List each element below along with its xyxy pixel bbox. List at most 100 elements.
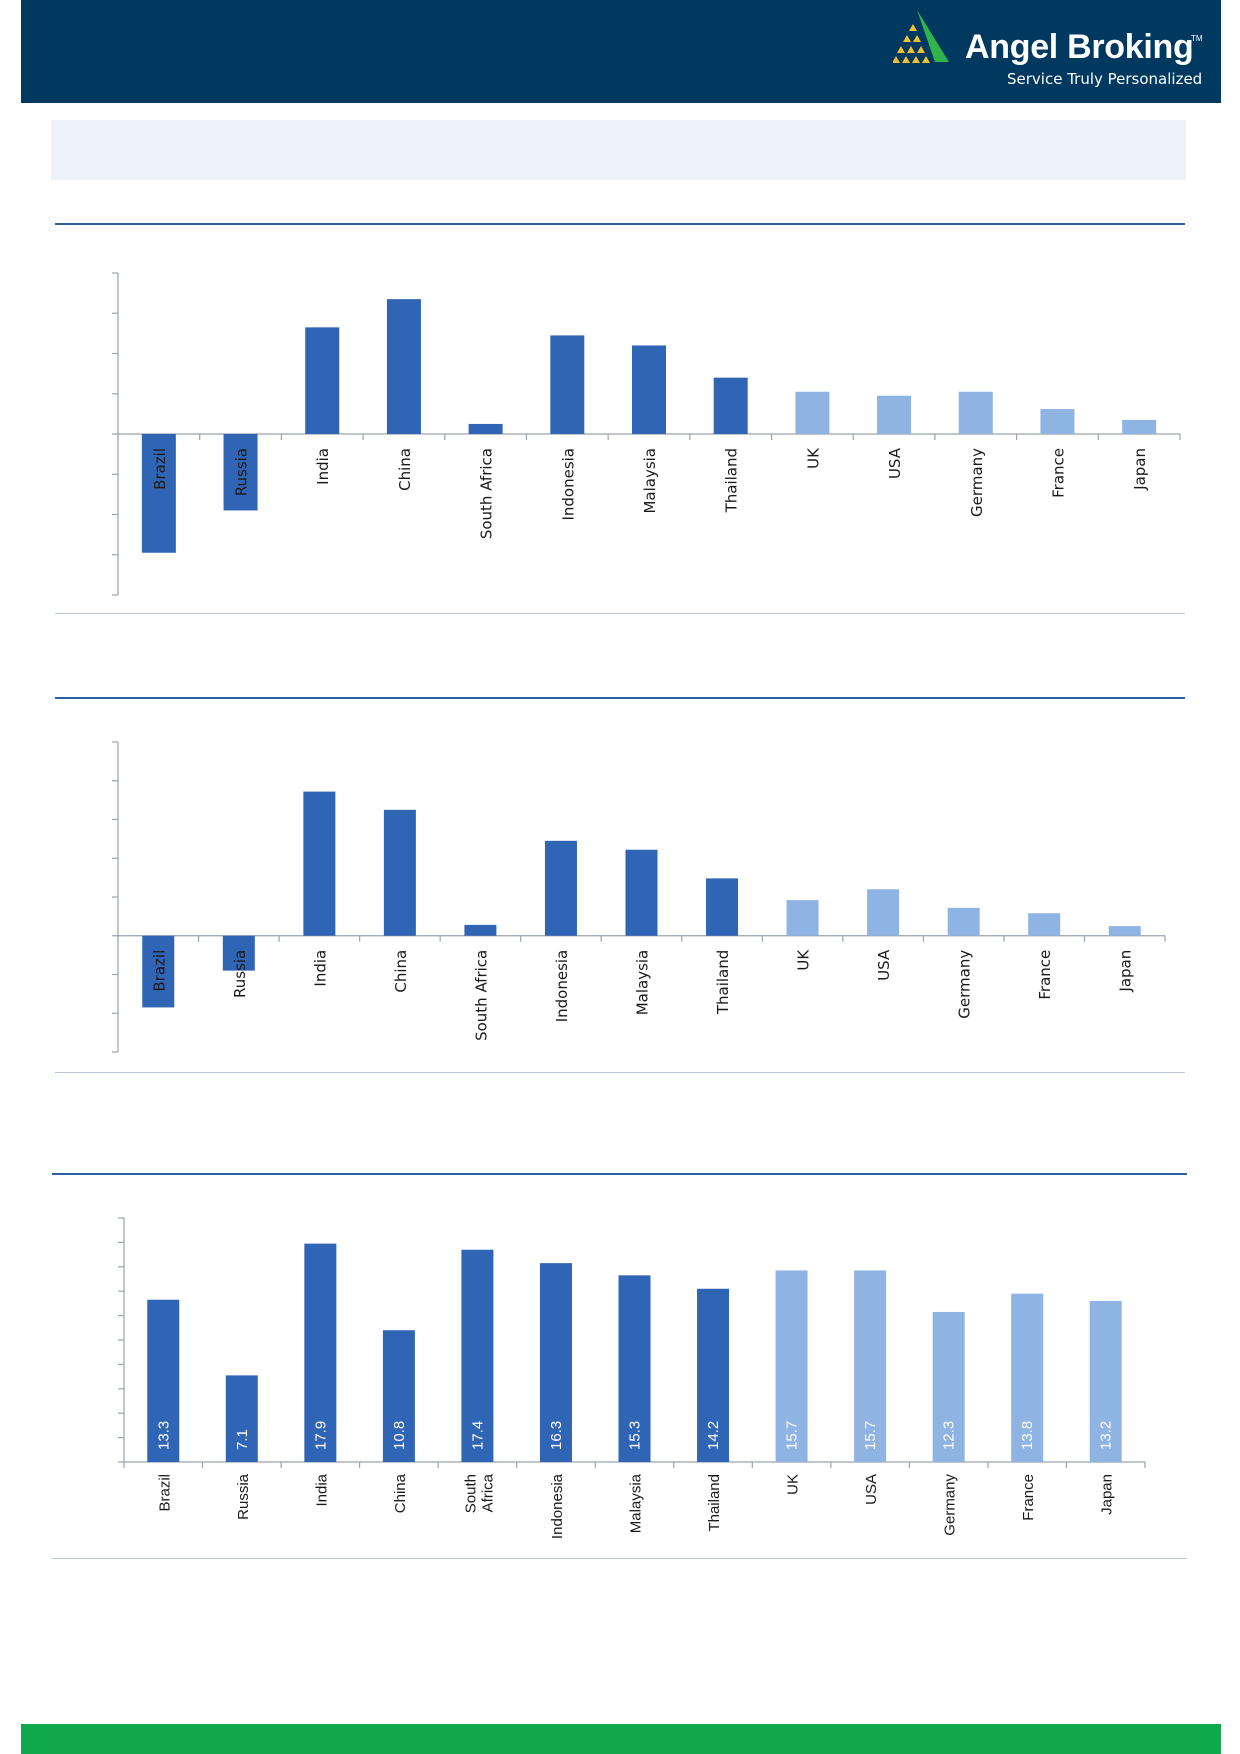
bar-south-africa bbox=[468, 423, 503, 434]
bar-france bbox=[1011, 1293, 1044, 1462]
chart1-top-rule bbox=[55, 223, 1185, 225]
x-tick-label: UK bbox=[795, 949, 813, 971]
x-tick-label: UK bbox=[804, 447, 822, 469]
chart3-bottom-rule bbox=[52, 1558, 1187, 1559]
bar-malaysia bbox=[618, 1275, 651, 1462]
data-label: 12.3 bbox=[941, 1421, 958, 1450]
bar-china bbox=[386, 299, 421, 434]
x-tick-label: UK bbox=[785, 1474, 802, 1495]
brand-tagline: Service Truly Personalized bbox=[1007, 70, 1203, 88]
data-label: 17.9 bbox=[312, 1421, 329, 1450]
x-tick-label: Indonesia bbox=[559, 448, 577, 521]
chart2-bottom-rule bbox=[55, 1072, 1185, 1073]
x-tick-label: Germany bbox=[942, 1474, 959, 1536]
bar-uk bbox=[775, 1270, 808, 1462]
x-tick-label: India bbox=[311, 950, 329, 987]
x-tick-label: Thailand bbox=[714, 950, 732, 1015]
pyramid-logo-icon bbox=[893, 10, 949, 63]
x-tick-label: Brazil bbox=[151, 448, 169, 490]
page-header: Angel Broking TM Service Truly Personali… bbox=[21, 0, 1221, 103]
chart-3: Brazil 13.3 Russia 7.1 India 17.9 China 10.8 Sou… bbox=[118, 1217, 1146, 1539]
trademark-mark: TM bbox=[1191, 34, 1203, 43]
bar-south-africa bbox=[464, 924, 497, 936]
bar-thailand bbox=[713, 377, 748, 434]
x-tick-label: France bbox=[1020, 1474, 1037, 1521]
x-tick-label: South Africa bbox=[472, 950, 490, 1041]
bar-india bbox=[305, 327, 340, 434]
x-tick-label: France bbox=[1049, 448, 1067, 498]
x-tick-label: Russia bbox=[233, 448, 251, 496]
bar-china bbox=[383, 809, 416, 936]
x-tick-label: India bbox=[313, 1473, 330, 1506]
x-tick-label: Malaysia bbox=[634, 950, 652, 1016]
x-tick-label: Brazil bbox=[156, 1474, 173, 1512]
bar-japan bbox=[1089, 1300, 1122, 1462]
x-tick-label: Thailand bbox=[723, 448, 741, 513]
bar-uk bbox=[795, 391, 830, 434]
data-label: 16.3 bbox=[548, 1421, 565, 1450]
x-tick-label: Indonesia bbox=[553, 950, 571, 1023]
x-tick-label: Japan bbox=[1099, 1474, 1116, 1515]
x-tick-label: USA bbox=[886, 447, 904, 479]
x-tick-label: China bbox=[392, 950, 410, 993]
bar-brazil bbox=[141, 434, 176, 553]
x-tick-label: Russia bbox=[231, 950, 249, 998]
brand-name: Angel Broking bbox=[965, 28, 1194, 66]
x-tick-label: Russia bbox=[235, 1473, 252, 1520]
data-label: 10.8 bbox=[391, 1421, 408, 1450]
bar-south-africa bbox=[461, 1249, 494, 1462]
x-tick-label: India bbox=[314, 448, 332, 485]
bar-indonesia bbox=[550, 335, 585, 434]
bar-indonesia bbox=[539, 1263, 572, 1462]
chart2-top-rule bbox=[55, 697, 1185, 699]
section-banner bbox=[51, 120, 1186, 180]
chart-1: Brazil Russia India China South Africa Indone… bbox=[112, 272, 1181, 596]
x-tick-label: South Africa bbox=[478, 448, 496, 539]
x-tick-label: China bbox=[396, 448, 414, 491]
bar-uk bbox=[786, 900, 819, 936]
bar-brazil bbox=[147, 1299, 180, 1462]
chart-2: Brazil Russia India China South Africa Indone… bbox=[112, 741, 1166, 1053]
bar-india bbox=[303, 791, 336, 936]
bar-france bbox=[1028, 913, 1061, 936]
bar-france bbox=[1040, 409, 1075, 434]
bar-germany bbox=[947, 907, 980, 936]
data-label: 13.2 bbox=[1098, 1421, 1115, 1450]
bar-japan bbox=[1108, 926, 1141, 936]
x-tick-label: France bbox=[1036, 950, 1054, 1000]
page-footer bbox=[21, 1724, 1221, 1754]
data-label: 14.2 bbox=[705, 1421, 722, 1450]
bar-malaysia bbox=[632, 345, 666, 434]
bar-indonesia bbox=[544, 840, 577, 936]
x-tick-label: USA bbox=[863, 1474, 880, 1505]
chart1-bottom-rule bbox=[55, 613, 1185, 614]
bar-india bbox=[304, 1243, 337, 1462]
x-tick-label: Japan bbox=[1117, 950, 1135, 993]
x-tick-label: Germany bbox=[956, 950, 974, 1019]
x-tick-label: Malaysia bbox=[641, 448, 659, 514]
x-tick-label: China bbox=[392, 1473, 409, 1513]
x-tick-label: Brazil bbox=[150, 950, 168, 992]
angel-broking-logo: Angel Broking TM Service Truly Personali… bbox=[873, 10, 1203, 90]
bar-brazil bbox=[142, 935, 175, 1008]
bar-germany bbox=[932, 1311, 965, 1462]
bar-japan bbox=[1122, 419, 1157, 434]
data-label: 15.7 bbox=[784, 1421, 801, 1450]
x-tick-label: USA bbox=[875, 949, 893, 981]
bar-germany bbox=[958, 391, 993, 434]
bar-usa bbox=[854, 1270, 887, 1462]
bar-russia bbox=[223, 434, 258, 511]
data-label: 13.8 bbox=[1019, 1421, 1036, 1450]
bar-russia bbox=[222, 935, 255, 971]
x-tick-label: Thailand bbox=[706, 1474, 723, 1532]
data-label: 17.4 bbox=[469, 1421, 486, 1450]
bar-thailand bbox=[706, 878, 739, 936]
data-label: 15.3 bbox=[627, 1421, 644, 1450]
bar-china bbox=[382, 1330, 415, 1462]
bar-thailand bbox=[697, 1288, 730, 1462]
bar-usa bbox=[867, 889, 900, 936]
x-tick-label: Japan bbox=[1131, 448, 1149, 491]
data-label: 13.3 bbox=[155, 1421, 172, 1450]
chart3-top-rule bbox=[52, 1173, 1187, 1175]
bar-usa bbox=[877, 395, 912, 434]
